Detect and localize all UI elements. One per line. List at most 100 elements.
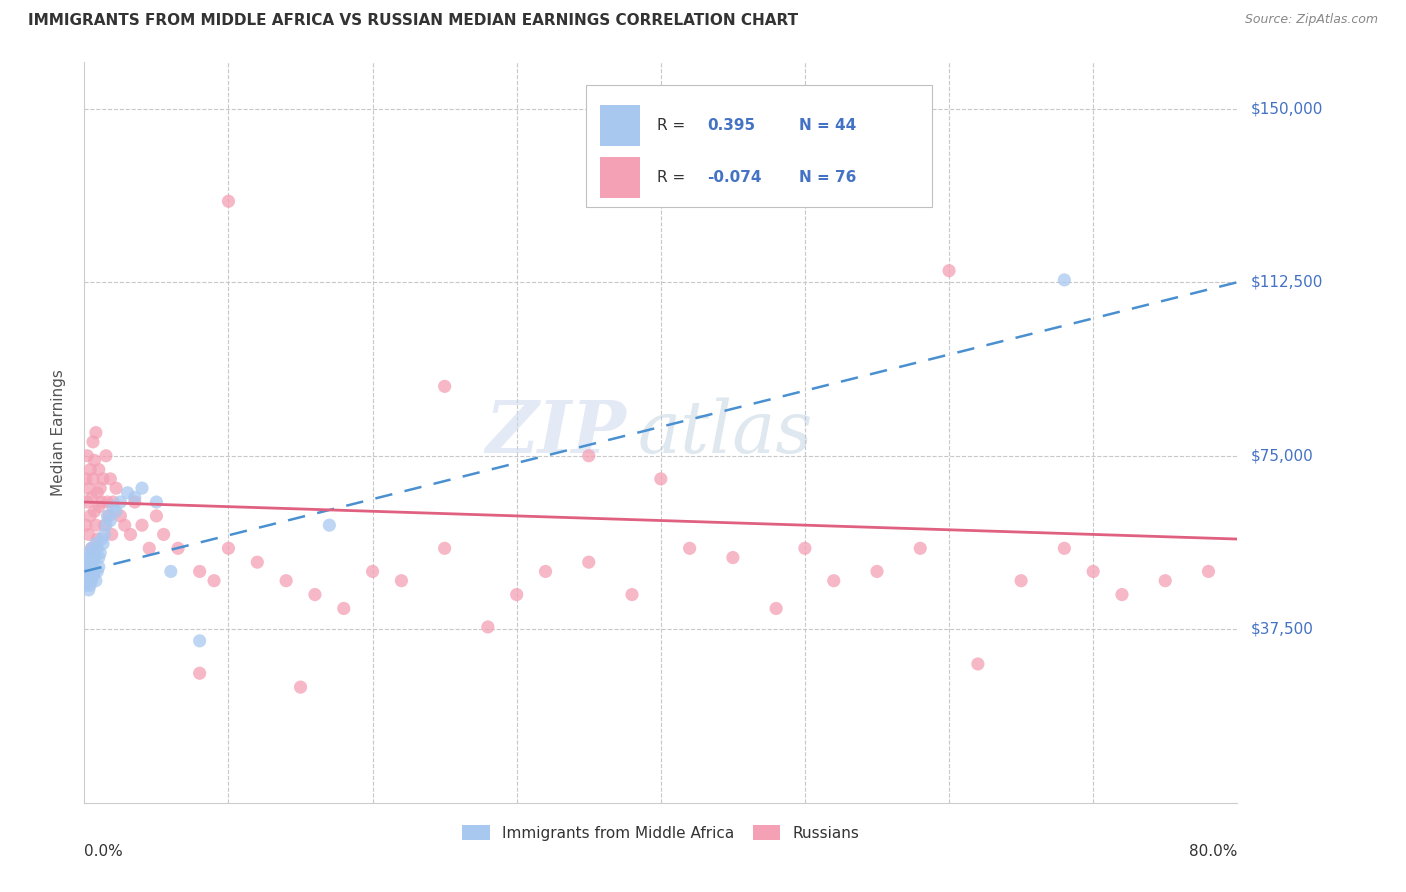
Point [82, 546, 104, 560]
Point [333, 601, 356, 615]
Point [477, 620, 499, 634]
Point [89, 481, 111, 495]
Point [679, 541, 702, 556]
Point [1111, 588, 1133, 602]
Point [86, 485, 108, 500]
Point [82, 472, 104, 486]
Point [80, 574, 103, 588]
Text: 0.395: 0.395 [707, 118, 755, 133]
Point [138, 541, 160, 556]
Text: IMMIGRANTS FROM MIDDLE AFRICA VS RUSSIAN MEDIAN EARNINGS CORRELATION CHART: IMMIGRANTS FROM MIDDLE AFRICA VS RUSSIAN… [28, 13, 799, 29]
Point [75, 518, 97, 533]
Point [79, 578, 101, 592]
Point [80, 491, 103, 505]
Point [131, 481, 153, 495]
Point [967, 657, 990, 671]
Point [124, 491, 146, 505]
Point [650, 472, 672, 486]
Point [103, 495, 124, 509]
Point [84, 518, 107, 533]
Text: $75,000: $75,000 [1251, 449, 1315, 463]
Point [794, 541, 817, 556]
Text: ZIP: ZIP [485, 397, 626, 468]
Point [75, 472, 97, 486]
Point [145, 495, 167, 509]
Text: $112,500: $112,500 [1251, 275, 1323, 290]
Point [534, 565, 557, 579]
Point [105, 504, 128, 518]
Point [188, 666, 211, 681]
Point [160, 565, 183, 579]
Point [218, 541, 240, 556]
Point [114, 518, 136, 533]
Point [87, 500, 110, 514]
Point [84, 536, 107, 550]
Point [304, 588, 326, 602]
Legend: Immigrants from Middle Africa, Russians: Immigrants from Middle Africa, Russians [457, 819, 865, 847]
Text: N = 76: N = 76 [799, 169, 856, 185]
Point [97, 508, 120, 523]
Point [721, 550, 744, 565]
Point [83, 550, 105, 565]
Point [433, 379, 456, 393]
Point [103, 500, 124, 514]
Text: R =: R = [658, 118, 686, 133]
Point [105, 481, 128, 495]
Point [120, 527, 142, 541]
Point [100, 527, 122, 541]
Point [506, 588, 529, 602]
Point [90, 532, 112, 546]
Point [80, 541, 103, 556]
Point [86, 532, 108, 546]
Point [866, 565, 889, 579]
Point [98, 514, 121, 528]
Point [1053, 541, 1076, 556]
Point [110, 495, 132, 509]
Point [82, 569, 104, 583]
Point [1198, 565, 1220, 579]
Point [76, 559, 98, 574]
Point [96, 508, 118, 523]
Point [117, 485, 139, 500]
Point [94, 449, 117, 463]
Point [910, 541, 932, 556]
Text: atlas: atlas [638, 397, 813, 468]
Point [578, 449, 600, 463]
Point [246, 555, 269, 569]
Point [318, 518, 340, 533]
Point [77, 527, 100, 541]
Point [391, 574, 413, 588]
Point [276, 574, 298, 588]
Point [80, 559, 103, 574]
Point [80, 541, 103, 556]
FancyBboxPatch shape [600, 105, 640, 145]
Point [578, 555, 600, 569]
Point [218, 194, 240, 209]
Text: R =: R = [658, 169, 686, 185]
Point [91, 472, 114, 486]
Point [87, 462, 110, 476]
Point [91, 536, 114, 550]
Point [76, 569, 98, 583]
Point [89, 546, 111, 560]
Point [84, 425, 107, 440]
Text: N = 44: N = 44 [799, 118, 856, 133]
Point [145, 508, 167, 523]
Point [83, 565, 105, 579]
Point [82, 434, 104, 449]
Point [167, 541, 190, 556]
Point [1083, 565, 1105, 579]
Point [202, 574, 225, 588]
Point [75, 555, 97, 569]
Point [823, 574, 845, 588]
Point [76, 495, 98, 509]
Point [77, 546, 100, 560]
Point [79, 462, 101, 476]
Point [75, 565, 97, 579]
Text: $150,000: $150,000 [1251, 101, 1323, 116]
Point [77, 550, 100, 565]
Point [765, 601, 787, 615]
Point [938, 263, 960, 277]
Point [79, 565, 101, 579]
Point [83, 453, 105, 467]
